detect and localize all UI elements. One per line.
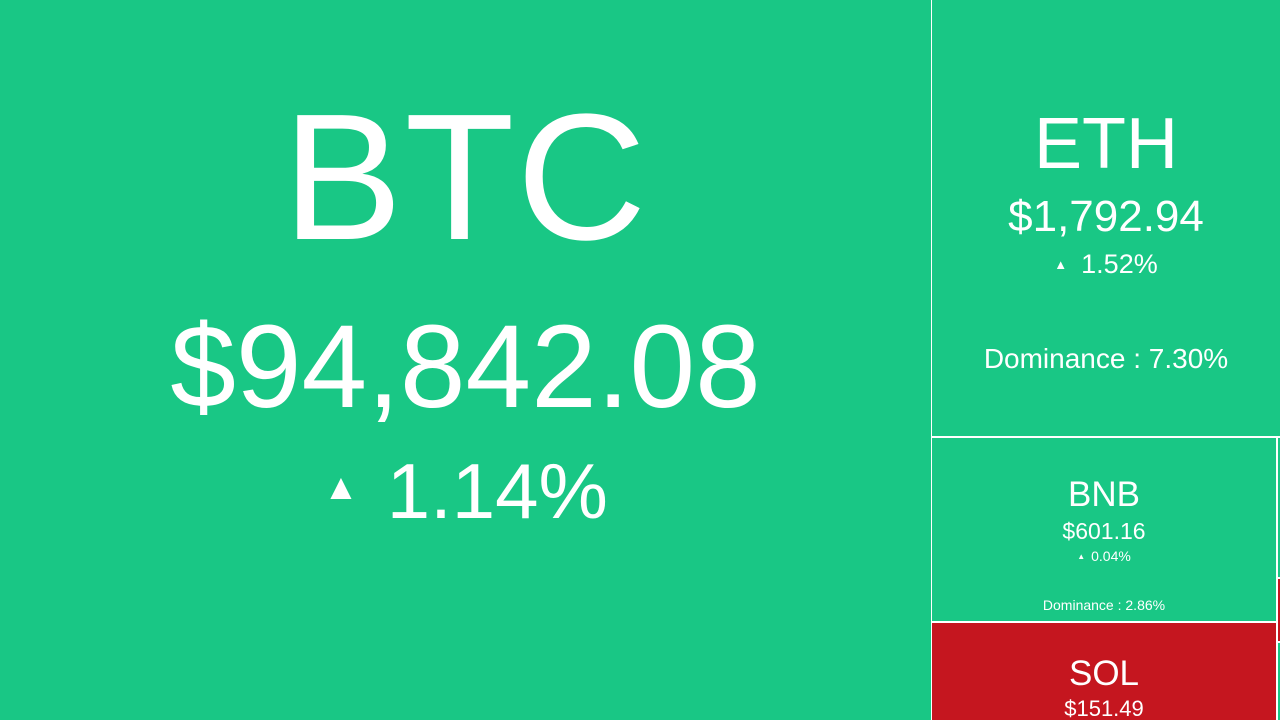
coin-change: ▲ 0.04%: [932, 548, 1276, 567]
tile-btc[interactable]: BTC $94,842.08 ▲ 1.14%: [0, 0, 931, 720]
coin-price: $601.16: [1062, 518, 1146, 544]
coin-change-value: 0.04%: [1091, 548, 1131, 564]
coin-change: ▲ 1.14%: [0, 452, 931, 536]
coin-price: $1,792.94: [1008, 192, 1204, 241]
coin-symbol: SOL: [1068, 654, 1140, 693]
tile-sol[interactable]: SOL $151.49: [932, 623, 1276, 720]
coin-change: ▲ 1.52%: [932, 248, 1280, 285]
coin-symbol: BTC: [282, 77, 649, 278]
coin-change-value: 1.14%: [386, 447, 608, 535]
up-triangle-icon: ▲: [1077, 552, 1086, 561]
coin-price: $94,842.08: [170, 301, 761, 433]
coin-price: $151.49: [1064, 696, 1144, 720]
coin-change-value: 1.52%: [1081, 249, 1158, 279]
up-triangle-icon: ▲: [323, 466, 359, 508]
tile-eth[interactable]: ETH $1,792.94 ▲ 1.52% Dominance : 7.30%: [932, 0, 1280, 436]
coin-dominance: Dominance : 7.30%: [983, 343, 1229, 374]
tile-small[interactable]: [1278, 643, 1280, 720]
coin-symbol: BNB: [1068, 475, 1140, 514]
up-triangle-icon: ▲: [1054, 257, 1068, 272]
tile-bnb[interactable]: BNB $601.16 ▲ 0.04% Dominance : 2.86%: [932, 438, 1276, 621]
coin-symbol: ETH: [1034, 104, 1178, 184]
tile-small[interactable]: [1278, 438, 1280, 577]
coin-dominance: Dominance : 2.86%: [1042, 597, 1166, 613]
tile-small[interactable]: [1278, 579, 1280, 641]
